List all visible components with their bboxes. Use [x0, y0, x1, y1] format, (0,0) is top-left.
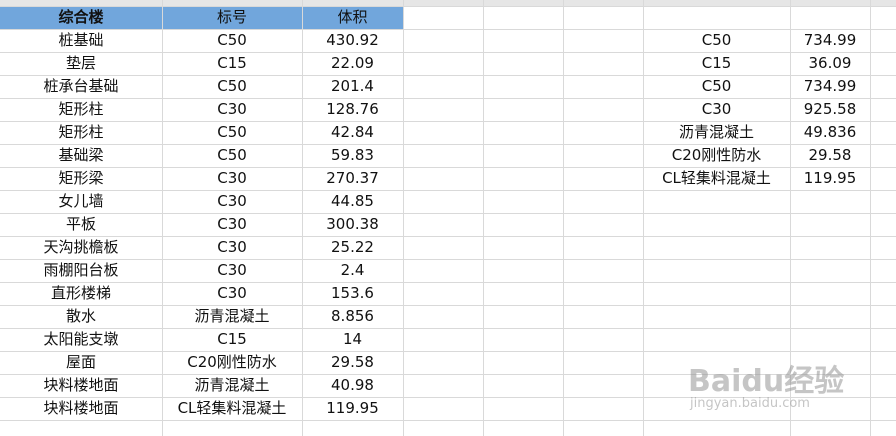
cell: 14 [342, 330, 363, 348]
cell: 桩承台基础 [43, 77, 119, 95]
grid-line [403, 0, 404, 436]
cell: 300.38 [326, 215, 379, 233]
cell: 综合楼 [58, 8, 104, 26]
grid-line [0, 98, 896, 99]
cell: C50 [217, 77, 247, 95]
cell: C30 [217, 261, 247, 279]
cell: C50 [701, 77, 732, 95]
cell: 29.58 [331, 353, 374, 371]
cell: C30 [217, 192, 247, 210]
grid-line [0, 52, 896, 53]
cell: 153.6 [331, 284, 374, 302]
cell: C30 [217, 238, 247, 256]
grid-line [0, 328, 896, 329]
cell: CL轻集料混凝土 [662, 169, 771, 187]
grid-line [0, 29, 896, 30]
cell: C30 [217, 100, 247, 118]
grid-line [0, 121, 896, 122]
cell: 平板 [65, 215, 96, 233]
grid-line [0, 374, 896, 375]
cell: 42.84 [331, 123, 374, 141]
grid-line [870, 0, 871, 436]
cell: 沥青混凝土 [194, 376, 270, 394]
cell: 25.22 [331, 238, 374, 256]
grid-line [0, 144, 896, 145]
cell: 59.83 [331, 146, 374, 164]
cell: 925.58 [803, 100, 857, 118]
cell: C30 [217, 169, 247, 187]
grid-line [0, 75, 896, 76]
grid-line [0, 6, 896, 7]
cell: 40.98 [331, 376, 374, 394]
watermark-brand: Baidu经验 [688, 364, 845, 399]
cell: 桩基础 [58, 31, 104, 49]
cell: C50 [217, 146, 247, 164]
cell: C50 [701, 31, 732, 49]
grid-line [790, 0, 791, 436]
cell: 块料楼地面 [43, 376, 119, 394]
cell: 基础梁 [58, 146, 104, 164]
grid-line [0, 259, 896, 260]
grid-line [0, 190, 896, 191]
grid-line [483, 0, 484, 436]
cell: C50 [217, 31, 247, 49]
watermark-url: jingyan.baidu.com [690, 396, 810, 411]
cell: 44.85 [331, 192, 374, 210]
cell: 270.37 [326, 169, 379, 187]
cell: 散水 [65, 307, 96, 325]
cell: 734.99 [803, 77, 857, 95]
cell: 8.856 [331, 307, 374, 325]
cell: C30 [217, 215, 247, 233]
cell: CL轻集料混凝土 [177, 399, 287, 417]
cell: 太阳能支墩 [43, 330, 119, 348]
cell: C15 [217, 54, 247, 72]
cell: 201.4 [331, 77, 374, 95]
cell: C20刚性防水 [187, 353, 277, 371]
grid-line [162, 0, 163, 436]
grid-line [0, 213, 896, 214]
cell: C50 [217, 123, 247, 141]
cell: 垫层 [65, 54, 96, 72]
cell: C30 [701, 100, 732, 118]
cell: 734.99 [803, 31, 857, 49]
cell: 直形楼梯 [50, 284, 111, 302]
grid-line [302, 0, 303, 436]
cell: C15 [701, 54, 732, 72]
cell: 128.76 [326, 100, 379, 118]
grid-line [0, 282, 896, 283]
cell: 22.09 [331, 54, 374, 72]
cell: 2.4 [340, 261, 365, 279]
cell: 雨棚阳台板 [43, 261, 119, 279]
grid-line [0, 236, 896, 237]
cell: 矩形柱 [58, 100, 104, 118]
cell: 119.95 [803, 169, 857, 187]
cell: 49.836 [803, 123, 857, 141]
cell: 430.92 [326, 31, 379, 49]
grid-line [0, 351, 896, 352]
cell: 体积 [337, 8, 368, 26]
cell: 块料楼地面 [43, 399, 119, 417]
cell: 矩形柱 [58, 123, 104, 141]
cell: C15 [217, 330, 247, 348]
cell: 沥青混凝土 [194, 307, 270, 325]
grid-line [0, 420, 896, 421]
grid-line [0, 397, 896, 398]
cell: 天沟挑檐板 [43, 238, 119, 256]
cell: 标号 [216, 8, 247, 26]
cell: C20刚性防水 [671, 146, 762, 164]
grid-line [643, 0, 644, 436]
cell: 29.58 [808, 146, 852, 164]
cell: C30 [217, 284, 247, 302]
cell: 女儿墙 [58, 192, 104, 210]
grid-line [563, 0, 564, 436]
cell: 屋面 [65, 353, 96, 371]
cell: 119.95 [326, 399, 379, 417]
cell: 矩形梁 [58, 169, 104, 187]
grid-line [0, 305, 896, 306]
grid-line [0, 167, 896, 168]
cell: 沥青混凝土 [678, 123, 754, 141]
cell: 36.09 [808, 54, 852, 72]
